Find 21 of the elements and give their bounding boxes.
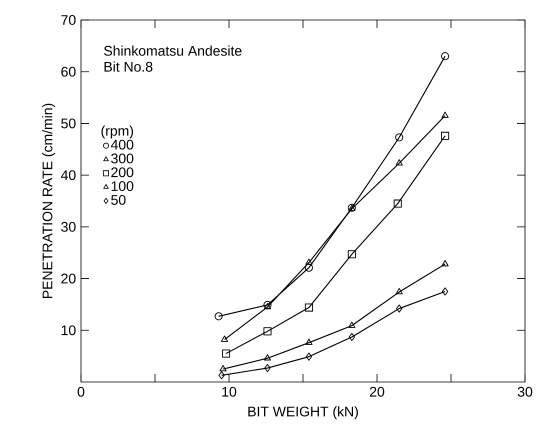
x-tick-label: 10 — [222, 386, 236, 397]
y-tick-label: 30 — [61, 222, 76, 232]
y-tick-label: 50 — [61, 118, 76, 128]
x-tick-label: 30 — [518, 386, 532, 397]
y-axis-title: PENETRATION RATE (cm/min) — [42, 104, 56, 298]
legend-label: 400 — [110, 140, 134, 150]
legend-label: 100 — [112, 181, 134, 192]
x-tick-label: 20 — [370, 386, 384, 397]
legend-title: (rpm) — [101, 126, 134, 139]
y-tick-label: 40 — [60, 170, 76, 180]
y-tick-label: 20 — [61, 274, 76, 284]
legend-label: 50 — [111, 194, 126, 205]
legend-label: 300 — [111, 154, 134, 164]
x-tick-label: 0 — [78, 386, 84, 397]
legend-label: 200 — [111, 167, 134, 178]
y-tick-label: 10 — [62, 325, 76, 336]
annotation: Bit No.8 — [104, 61, 152, 72]
y-tick-label: 70 — [61, 15, 76, 25]
y-tick-label: 60 — [61, 66, 76, 77]
annotation: Shinkomatsu Andesite — [104, 46, 242, 56]
x-axis-title: BIT WEIGHT (kN) — [248, 406, 358, 420]
